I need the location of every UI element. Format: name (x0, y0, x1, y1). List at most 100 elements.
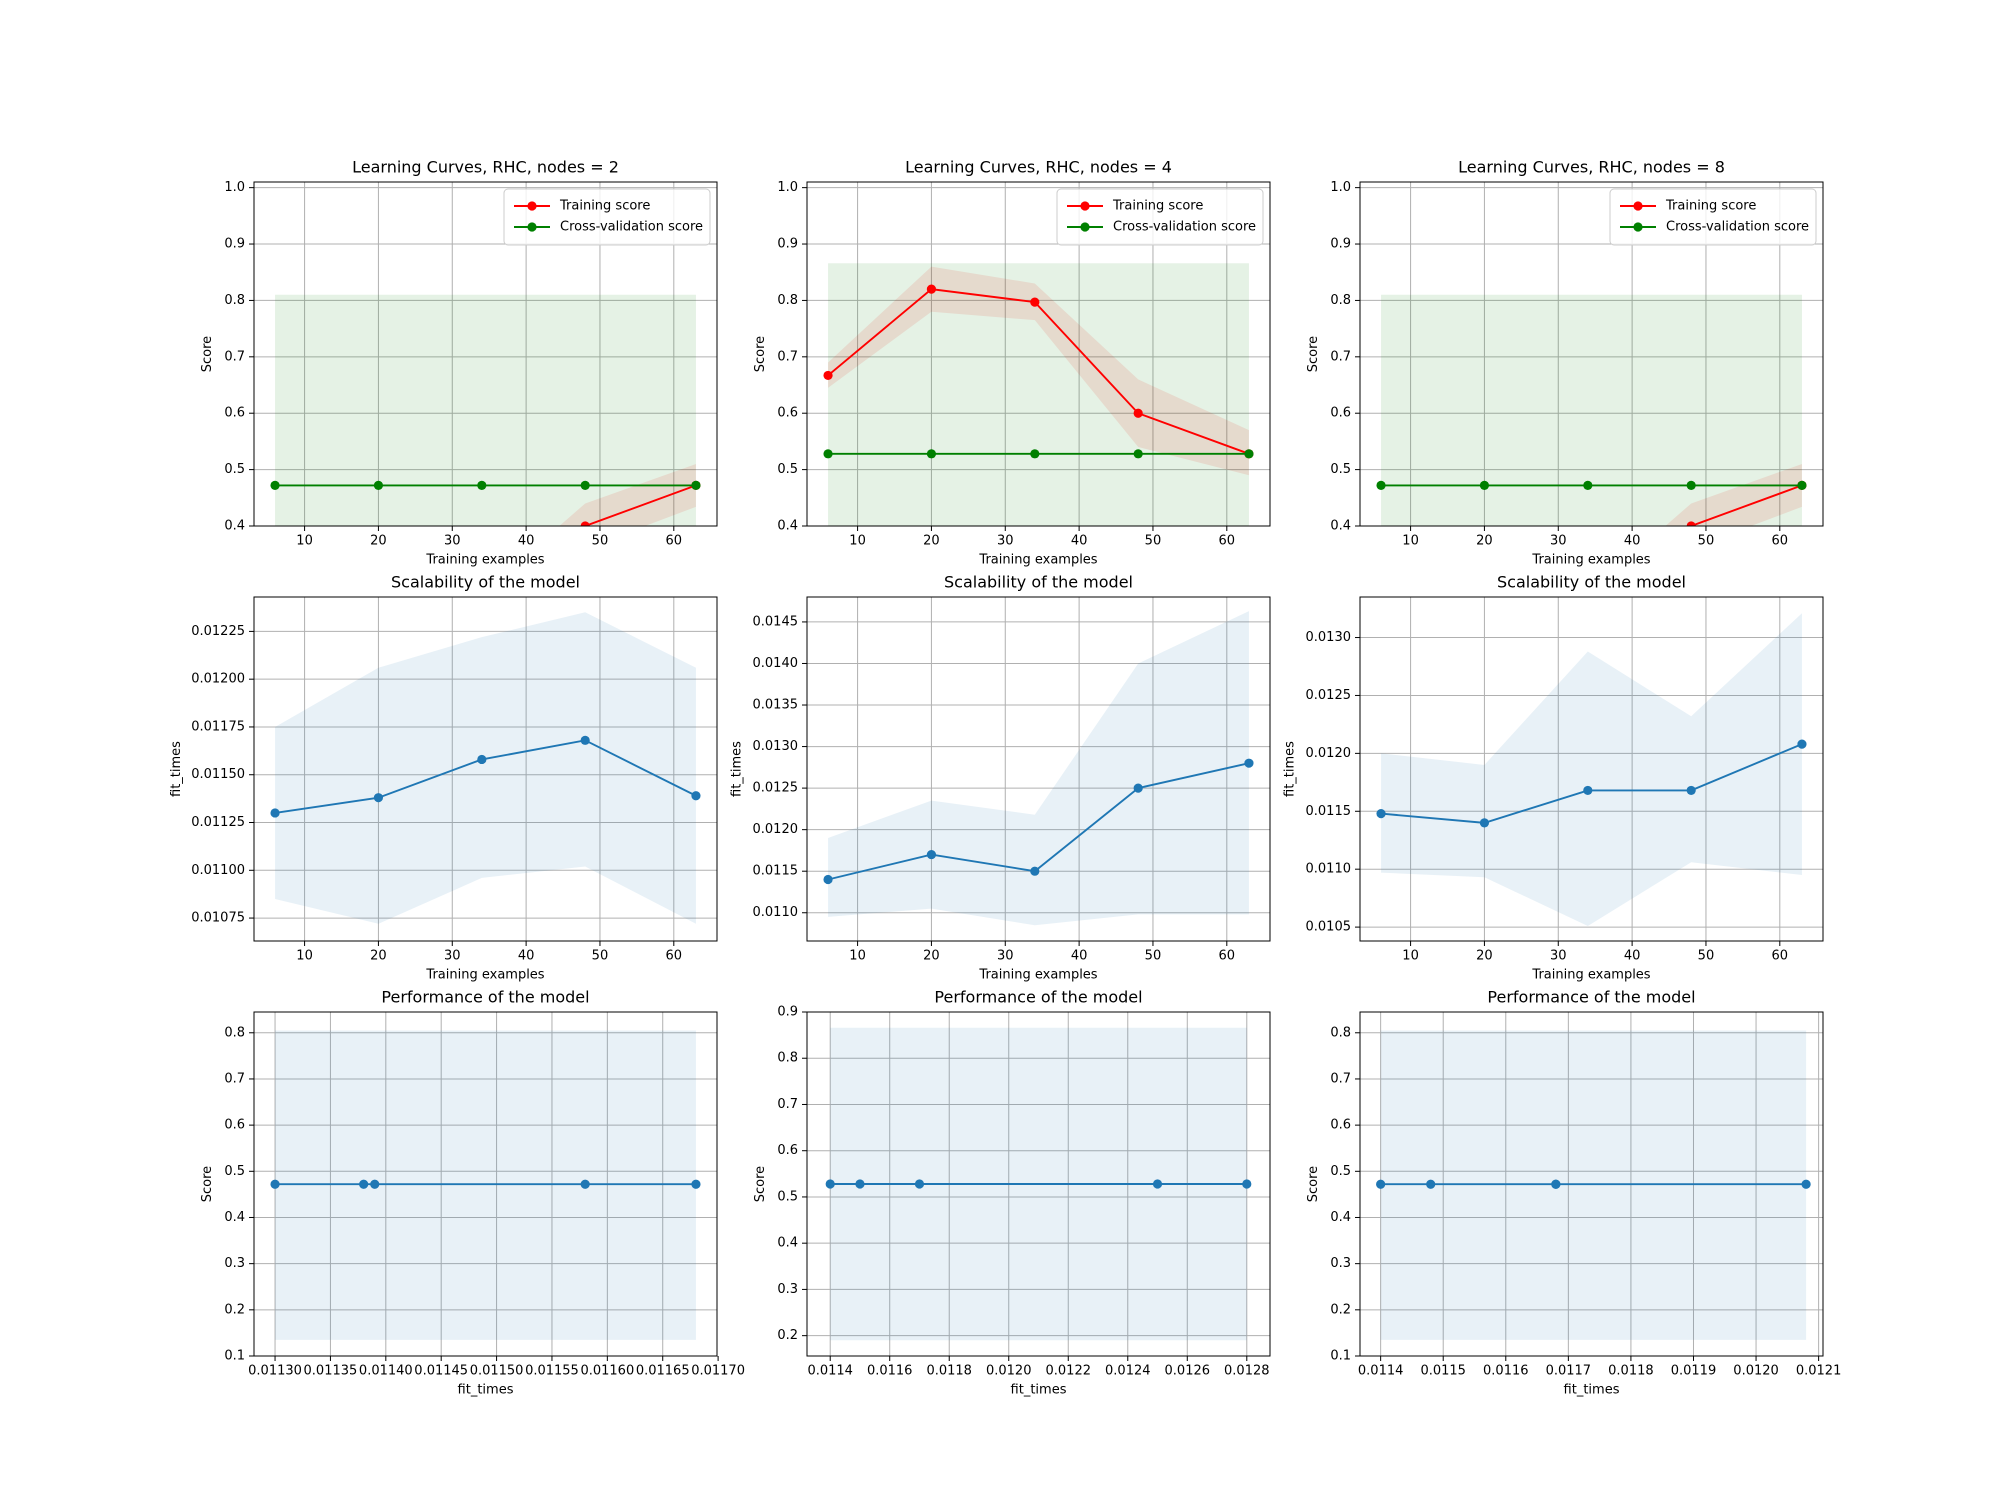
y-tick-label: 0.0125 (1306, 688, 1352, 703)
data-point (580, 521, 590, 526)
axes-frame (806, 1011, 1271, 1357)
y-tick-label: 0.0135 (753, 698, 799, 713)
y-tick-label: 0.3 (1330, 1256, 1351, 1271)
x-tick-label: 20 (923, 534, 940, 549)
chart-title: Learning Curves, RHC, nodes = 2 (352, 158, 619, 177)
y-tick-label: 0.2 (1330, 1302, 1351, 1317)
x-tick-label: 0.01130 (248, 1364, 302, 1379)
series-line (583, 484, 697, 526)
y-tick-label: 0.0110 (753, 905, 799, 920)
y-tick-label: 0.7 (777, 349, 798, 364)
y-tick-label: 0.4 (1330, 1210, 1351, 1225)
data-point (1244, 449, 1254, 459)
y-tick-label: 0.9 (1330, 237, 1351, 252)
x-tick-label: 60 (1772, 949, 1789, 964)
y-tick-label: 0.8 (1330, 1025, 1351, 1040)
x-tick-label: 40 (518, 534, 535, 549)
y-tick-label: 0.6 (224, 1118, 245, 1133)
y-axis-label: Score (200, 336, 215, 372)
y-tick-label: 0.0120 (753, 822, 799, 837)
data-point (855, 1179, 865, 1189)
y-tick-label: 0.5 (777, 1189, 798, 1204)
x-tick-label: 10 (296, 949, 313, 964)
x-axis-label: Training examples (425, 968, 544, 983)
confidence-band (1381, 294, 1802, 526)
x-tick-label: 0.01160 (580, 1364, 634, 1379)
chart-title: Scalability of the model (391, 573, 580, 592)
legend-box (1056, 188, 1264, 246)
axes-frame (1359, 596, 1824, 942)
x-tick-label: 30 (1550, 534, 1567, 549)
data-point (359, 1179, 369, 1189)
legend-marker (1080, 201, 1090, 211)
data-point (1030, 449, 1040, 459)
axes-frame (806, 181, 1271, 527)
x-tick-label: 0.0116 (867, 1364, 913, 1379)
data-point (1376, 808, 1386, 819)
x-tick-label: 20 (370, 534, 387, 549)
legend-marker (527, 201, 537, 211)
y-tick-label: 1.0 (1330, 180, 1351, 195)
x-tick-label: 10 (849, 949, 866, 964)
plot-area (1360, 1012, 1823, 1356)
data-point (914, 1179, 925, 1189)
x-tick-label: 60 (666, 534, 683, 549)
y-tick-label: 0.4 (1330, 519, 1351, 534)
y-tick-label: 0.0115 (1306, 804, 1352, 819)
data-point (691, 1179, 701, 1189)
x-tick-label: 0.0128 (1224, 1364, 1270, 1379)
x-tick-label: 10 (296, 534, 313, 549)
y-tick-label: 0.7 (777, 1097, 798, 1112)
data-point (691, 791, 701, 801)
y-tick-label: 0.0120 (1306, 746, 1352, 761)
x-tick-label: 50 (1698, 949, 1715, 964)
x-tick-label: 60 (1219, 949, 1236, 964)
chart-title: Performance of the model (934, 988, 1142, 1007)
x-tick-label: 30 (1550, 949, 1567, 964)
y-tick-label: 0.4 (224, 1210, 245, 1225)
x-tick-label: 0.0120 (1733, 1364, 1779, 1379)
y-tick-label: 0.5 (1330, 462, 1351, 477)
confidence-band (828, 263, 1249, 526)
y-tick-label: 0.0140 (753, 656, 799, 671)
legend-marker (1080, 222, 1090, 232)
data-point (1030, 297, 1040, 307)
data-point (1686, 521, 1696, 526)
y-tick-label: 0.6 (1330, 406, 1351, 421)
y-axis-label: fit_times (730, 741, 745, 797)
x-tick-label: 0.0115 (1420, 1364, 1466, 1379)
confidence-band (275, 294, 696, 526)
data-point (1242, 1179, 1252, 1189)
chart-title: Scalability of the model (944, 573, 1133, 592)
chart-title: Learning Curves, RHC, nodes = 4 (905, 158, 1172, 177)
data-point (1030, 866, 1040, 876)
legend-marker (1633, 201, 1643, 211)
y-tick-label: 0.6 (224, 406, 245, 421)
x-axis-label: fit_times (458, 1383, 514, 1398)
data-point (1479, 818, 1490, 828)
data-point (926, 849, 937, 860)
x-tick-label: 40 (518, 949, 535, 964)
y-tick-label: 0.7 (1330, 349, 1351, 364)
y-tick-label: 0.5 (224, 462, 245, 477)
x-axis-label: Training examples (1531, 553, 1650, 568)
data-point (825, 1179, 835, 1189)
legend-label: Training score (1112, 199, 1203, 214)
x-tick-label: 20 (1476, 534, 1493, 549)
y-tick-label: 0.9 (224, 237, 245, 252)
y-tick-label: 0.8 (224, 1025, 245, 1040)
data-point (580, 480, 590, 490)
legend-marker (1633, 222, 1643, 232)
y-tick-label: 0.01200 (191, 672, 245, 687)
legend-label: Cross-validation score (1666, 220, 1809, 235)
legend-marker (527, 222, 537, 232)
y-tick-label: 0.01175 (191, 719, 245, 734)
y-tick-label: 0.1 (1330, 1349, 1351, 1364)
y-tick-label: 0.0105 (1306, 920, 1352, 935)
y-tick-label: 0.5 (777, 462, 798, 477)
y-tick-label: 0.8 (1330, 293, 1351, 308)
y-tick-label: 0.3 (224, 1256, 245, 1271)
x-tick-label: 40 (1624, 534, 1641, 549)
x-tick-label: 50 (1145, 534, 1162, 549)
